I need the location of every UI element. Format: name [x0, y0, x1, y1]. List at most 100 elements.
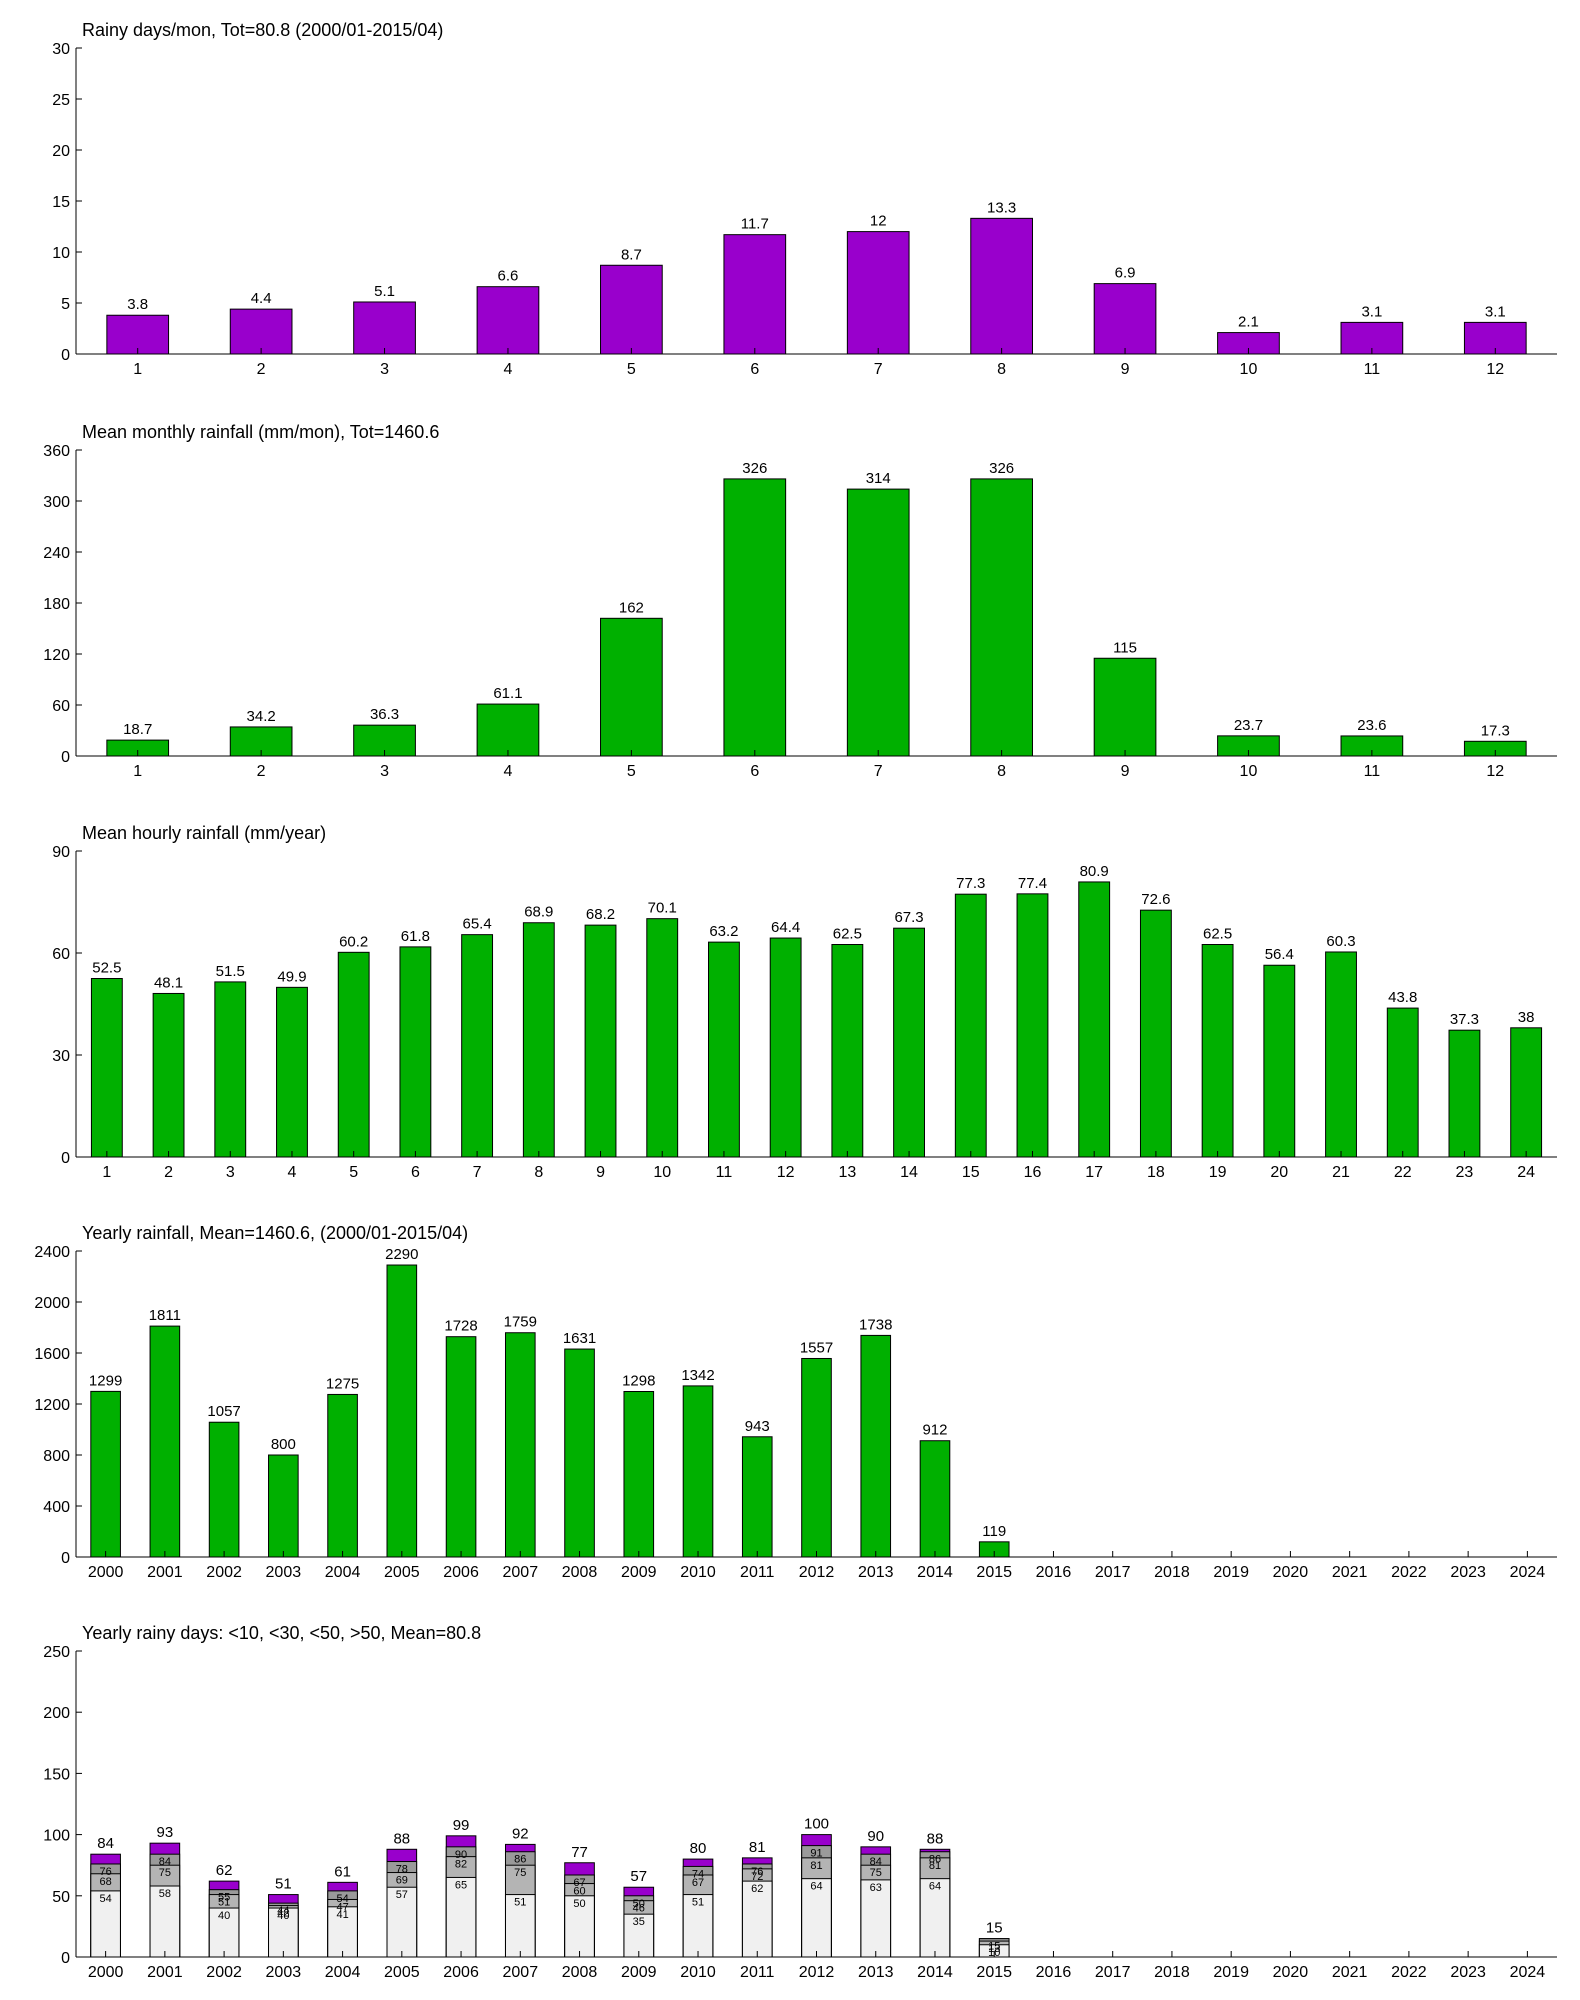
segment-label: 75 — [159, 1867, 171, 1879]
value-label: 67.3 — [894, 909, 923, 926]
bar — [723, 234, 787, 355]
y-tick-label: 30 — [52, 41, 70, 58]
segment-label: 51 — [218, 1897, 230, 1909]
y-tick-label: 0 — [61, 1150, 70, 1167]
bar — [623, 1391, 655, 1558]
y-tick-label: 800 — [43, 1448, 70, 1465]
x-tick-label: 2024 — [1510, 1564, 1546, 1581]
value-label: 1275 — [326, 1375, 359, 1392]
bar — [1016, 893, 1049, 1158]
x-tick-label: 2010 — [680, 1964, 716, 1981]
x-tick-label: 6 — [411, 1164, 420, 1181]
value-label: 326 — [989, 460, 1014, 477]
bar — [208, 1421, 240, 1558]
x-tick-label: 4 — [288, 1164, 297, 1181]
segment-label: 57 — [396, 1889, 408, 1901]
bar — [600, 617, 663, 757]
x-tick-label: 2020 — [1273, 1964, 1309, 1981]
value-label: 2.1 — [1238, 314, 1259, 331]
value-label: 800 — [271, 1436, 296, 1453]
x-tick-label: 10 — [1240, 361, 1258, 378]
bar — [90, 1890, 121, 1958]
chart-title: Mean hourly rainfall (mm/year) — [82, 823, 326, 843]
bar — [708, 941, 740, 1158]
x-tick-label: 2007 — [503, 1964, 539, 1981]
value-label: 36.3 — [370, 706, 399, 723]
x-tick-label: 12 — [777, 1164, 795, 1181]
x-tick-label: 2 — [164, 1164, 173, 1181]
value-label: 77 — [571, 1844, 588, 1861]
y-tick-label: 250 — [43, 1644, 70, 1661]
x-tick-label: 17 — [1085, 1164, 1103, 1181]
y-tick-label: 5 — [61, 296, 70, 313]
x-tick-label: 22 — [1394, 1164, 1412, 1181]
segment-label: 86 — [514, 1854, 526, 1866]
bar — [1263, 964, 1296, 1158]
y-tick-label: 25 — [52, 92, 70, 109]
x-tick-label: 2017 — [1095, 1564, 1131, 1581]
value-label: 52.5 — [92, 960, 121, 977]
x-tick-label: 2017 — [1095, 1964, 1131, 1981]
y-tick-label: 240 — [43, 545, 70, 562]
x-tick-label: 2024 — [1510, 1964, 1546, 1981]
segment-label: 69 — [396, 1875, 408, 1887]
bar — [90, 978, 123, 1158]
bar — [1093, 657, 1157, 757]
bar — [1448, 1029, 1481, 1158]
x-tick-label: 9 — [1121, 361, 1130, 378]
x-tick-label: 13 — [838, 1164, 856, 1181]
bar — [476, 286, 540, 355]
x-tick-label: 2016 — [1036, 1564, 1072, 1581]
x-tick-label: 2 — [257, 763, 266, 780]
bar — [327, 1393, 358, 1558]
segment-label: 86 — [929, 1854, 941, 1866]
bar — [229, 308, 293, 355]
x-tick-label: 2019 — [1213, 1564, 1249, 1581]
segment-label: 74 — [692, 1868, 704, 1880]
x-tick-label: 2016 — [1036, 1964, 1072, 1981]
segment-label: 47 — [336, 1901, 348, 1913]
value-label: 1759 — [504, 1314, 537, 1331]
value-label: 70.1 — [648, 900, 677, 917]
x-tick-label: 10 — [653, 1164, 671, 1181]
bar — [214, 981, 247, 1158]
value-label: 57 — [630, 1868, 647, 1885]
segment-label: 35 — [633, 1916, 645, 1928]
chart-panel: Yearly rainfall, Mean=1460.6, (2000/01-2… — [34, 1223, 1557, 1581]
value-label: 13.3 — [987, 199, 1016, 216]
bar — [801, 1357, 832, 1558]
x-tick-label: 2023 — [1450, 1964, 1486, 1981]
x-tick-label: 7 — [473, 1164, 482, 1181]
bar — [1510, 1027, 1543, 1158]
x-tick-label: 2 — [257, 361, 266, 378]
x-tick-label: 2008 — [562, 1564, 598, 1581]
bar — [276, 986, 308, 1158]
value-label: 100 — [804, 1816, 829, 1833]
x-tick-label: 2021 — [1332, 1964, 1368, 1981]
x-tick-label: 2007 — [503, 1564, 539, 1581]
x-tick-label: 12 — [1486, 361, 1504, 378]
x-tick-label: 8 — [997, 361, 1006, 378]
segment-label: 42 — [277, 1908, 289, 1920]
bar — [584, 924, 617, 1158]
x-tick-label: 2011 — [740, 1964, 775, 1981]
x-tick-label: 11 — [1364, 361, 1381, 378]
y-tick-label: 60 — [52, 946, 70, 963]
bar — [327, 1906, 358, 1958]
bar — [600, 264, 663, 355]
value-label: 6.6 — [498, 268, 519, 285]
x-tick-label: 2000 — [88, 1564, 124, 1581]
value-label: 1557 — [800, 1339, 833, 1356]
segment-label: 41 — [336, 1909, 348, 1921]
y-tick-label: 1200 — [34, 1397, 70, 1414]
x-tick-label: 1 — [133, 763, 142, 780]
segment-label: 84 — [159, 1856, 171, 1868]
segment-label: 90 — [455, 1849, 467, 1861]
segment-label: 55 — [218, 1892, 230, 1904]
bar — [723, 478, 787, 757]
bar — [954, 893, 987, 1158]
segment-label: 54 — [99, 1893, 111, 1905]
value-label: 90 — [867, 1828, 884, 1845]
x-tick-label: 5 — [627, 361, 636, 378]
value-label: 1738 — [859, 1316, 892, 1333]
